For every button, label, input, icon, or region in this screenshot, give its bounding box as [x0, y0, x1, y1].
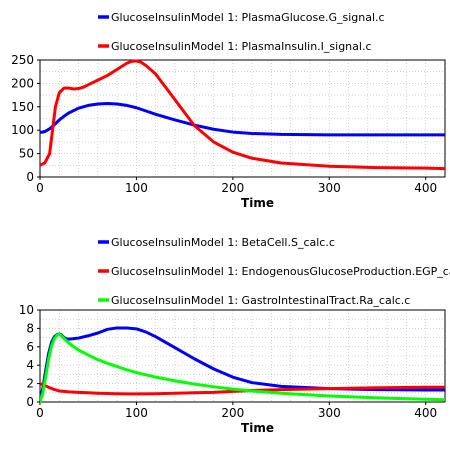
- chart-2: GlucoseInsulinModel 1: BetaCell.S_calc.c…: [19, 236, 450, 435]
- y-tick-label: 10: [19, 303, 34, 317]
- y-tick-label: 200: [11, 76, 34, 90]
- y-tick-label: 4: [26, 358, 34, 372]
- y-tick-label: 6: [26, 340, 34, 354]
- x-tick-label: 300: [318, 181, 341, 195]
- chart-1: GlucoseInsulinModel 1: PlasmaGlucose.G_s…: [11, 11, 446, 210]
- x-axis-label: Time: [241, 421, 274, 435]
- y-tick-label: 100: [11, 123, 34, 137]
- x-tick-label: 0: [36, 406, 44, 420]
- x-tick-label: 400: [414, 181, 437, 195]
- plot-frame: [39, 59, 446, 178]
- x-tick-label: 200: [221, 181, 244, 195]
- legend-label: GlucoseInsulinModel 1: PlasmaGlucose.G_s…: [111, 11, 385, 24]
- y-tick-label: 2: [26, 377, 34, 391]
- x-tick-label: 200: [221, 406, 244, 420]
- x-tick-label: 0: [36, 181, 44, 195]
- legend-label: GlucoseInsulinModel 1: PlasmaInsulin.I_s…: [111, 40, 372, 53]
- x-tick-label: 100: [125, 406, 148, 420]
- x-axis-label: Time: [241, 196, 274, 210]
- legend-label: GlucoseInsulinModel 1: GastroIntestinalT…: [111, 294, 410, 307]
- y-tick-label: 0: [26, 395, 34, 409]
- series-line-2: [40, 59, 445, 171]
- y-tick-label: 0: [26, 170, 34, 184]
- y-tick-label: 8: [26, 321, 34, 335]
- y-tick-label: 250: [11, 53, 34, 67]
- x-tick-label: 100: [125, 181, 148, 195]
- grid: [39, 309, 446, 403]
- series-line-3: [40, 332, 445, 404]
- plot-frame: [39, 309, 446, 403]
- x-tick-label: 300: [318, 406, 341, 420]
- series-line-1: [40, 102, 445, 137]
- y-tick-label: 50: [19, 147, 34, 161]
- legend-label: GlucoseInsulinModel 1: BetaCell.S_calc.c: [111, 236, 335, 249]
- x-tick-label: 400: [414, 406, 437, 420]
- legend-label: GlucoseInsulinModel 1: EndogenousGlucose…: [111, 265, 450, 278]
- series-line-2: [40, 382, 445, 396]
- y-tick-label: 150: [11, 100, 34, 114]
